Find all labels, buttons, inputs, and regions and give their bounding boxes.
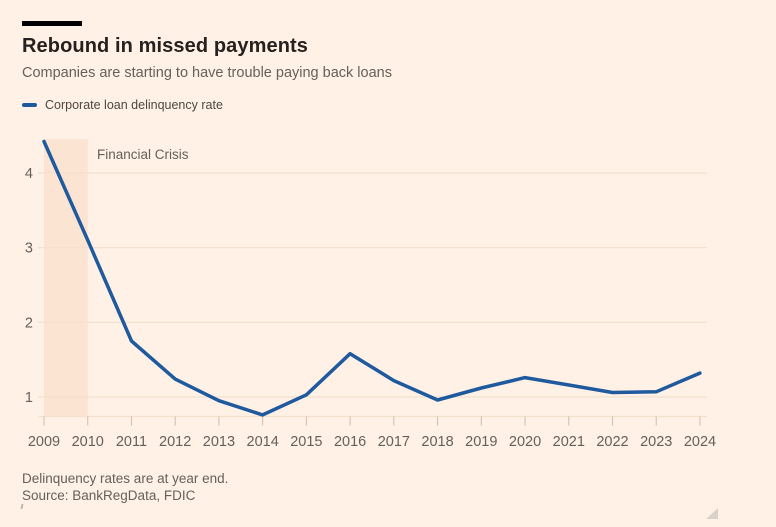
x-tick-label: 2024 (684, 434, 716, 450)
resize-handle[interactable] (706, 508, 718, 519)
x-tick-label: 2014 (247, 434, 279, 450)
x-tick-label: 2016 (334, 434, 366, 450)
x-tick-label: 2018 (421, 434, 453, 450)
chart-legend: Corporate loan delinquency rate (22, 98, 223, 112)
x-tick-label: 2021 (553, 434, 585, 450)
x-tick-label: 2010 (72, 434, 104, 450)
x-tick-label: 2020 (509, 434, 541, 450)
page-title: Rebound in missed payments (22, 35, 308, 57)
legend-label: Corporate loan delinquency rate (45, 98, 223, 112)
delinquency-rate-line (42, 139, 702, 417)
x-tick-label: 2022 (596, 434, 628, 450)
x-tick-label: 2011 (116, 434, 147, 450)
y-tick-label: 1 (25, 390, 33, 406)
footnote: Delinquency rates are at year end. (22, 471, 229, 486)
financial-crisis-band (44, 139, 88, 417)
x-tick-label: 2012 (159, 434, 191, 450)
legend-line-swatch (22, 103, 37, 107)
chart-subtitle: Companies are starting to have trouble p… (22, 65, 392, 81)
accent-bar (22, 21, 82, 26)
x-tick-label: 2009 (28, 434, 60, 450)
y-tick-label: 2 (25, 315, 33, 331)
y-tick-label: 3 (25, 241, 33, 257)
x-tick-label: 2019 (465, 434, 497, 450)
x-tick-label: 2023 (640, 434, 672, 450)
y-tick-label: 4 (25, 166, 33, 182)
chart-footer: Delinquency rates are at year end. Sourc… (22, 470, 228, 504)
financial-crisis-label: Financial Crisis (97, 147, 189, 162)
x-tick-label: 2017 (378, 434, 410, 450)
x-tick-label: 2013 (203, 434, 235, 450)
source-credit: Source: BankRegData, FDIC (22, 488, 196, 503)
x-tick-label: 2015 (290, 434, 322, 450)
